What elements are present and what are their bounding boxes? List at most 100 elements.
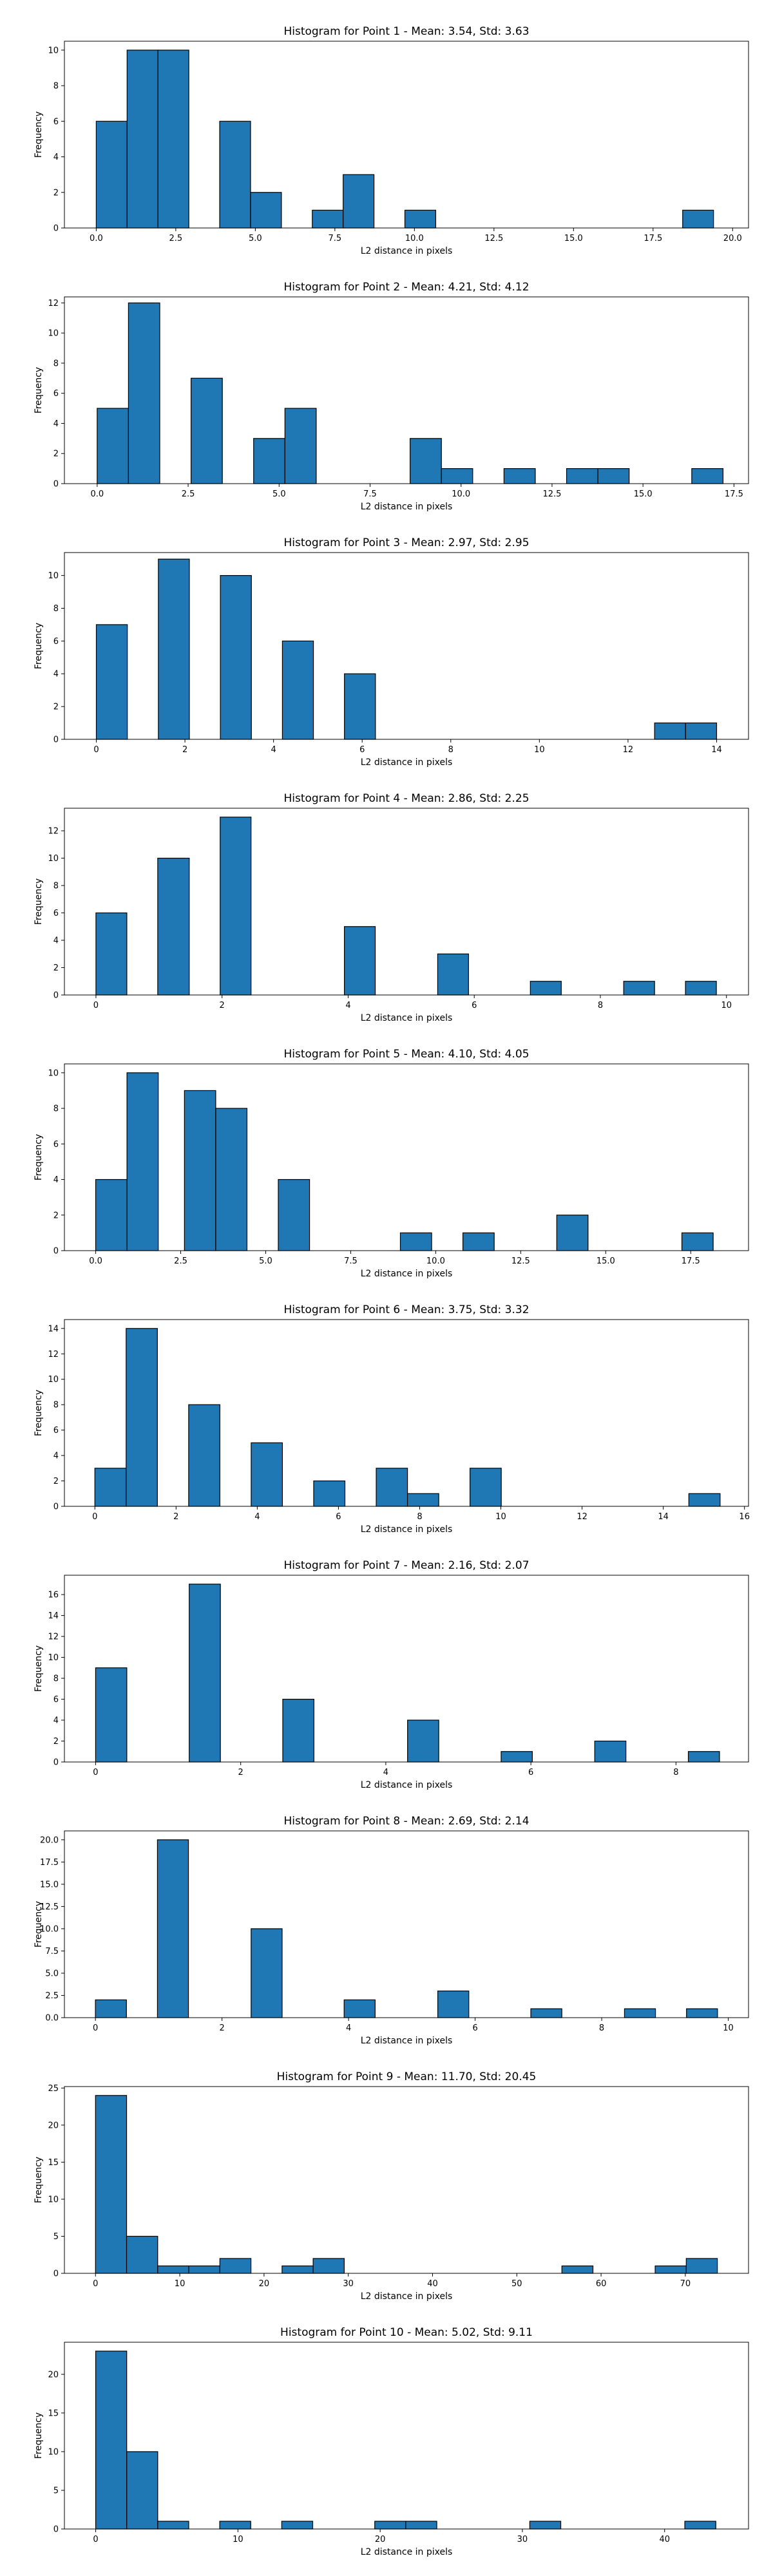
y-tick-label: 15.0 — [40, 1880, 59, 1889]
y-tick-label: 12 — [48, 1633, 59, 1642]
histogram-bar — [343, 926, 376, 996]
x-tick-label: 0 — [92, 1512, 97, 1522]
y-tick-label: 8 — [53, 82, 59, 91]
x-tick-label: 10 — [175, 2279, 186, 2289]
plot-frame — [64, 41, 749, 229]
x-tick-label: 10 — [534, 745, 545, 755]
chart-title: Histogram for Point 10 - Mean: 5.02, Std… — [280, 2326, 533, 2339]
plot-frame — [64, 2342, 749, 2530]
histogram-bar — [343, 1999, 376, 2018]
histogram-panel-9: Histogram for Point 9 - Mean: 11.70, Std… — [33, 2070, 749, 2302]
histogram-panel-1: Histogram for Point 1 - Mean: 3.54, Std:… — [33, 25, 749, 256]
y-tick-label: 14 — [48, 1611, 59, 1621]
x-axis-label: L2 distance in pixels — [361, 2291, 453, 2302]
x-tick-label: 6 — [359, 745, 365, 755]
x-tick-label: 0 — [93, 745, 99, 755]
x-tick-label: 8 — [599, 2023, 604, 2033]
x-tick-label: 10.0 — [452, 489, 470, 499]
y-axis-label: Frequency — [33, 111, 44, 158]
histogram-bar — [685, 722, 718, 740]
histogram-bar — [407, 1719, 439, 1763]
histogram-bar — [220, 817, 252, 996]
histogram-bar — [530, 981, 562, 996]
histogram-bar — [282, 2265, 314, 2274]
y-tick-label: 20.0 — [40, 1835, 59, 1845]
y-tick-label: 8 — [53, 1401, 59, 1410]
x-tick-label: 20 — [259, 2279, 270, 2289]
histogram-bar — [441, 468, 473, 484]
chart-title: Histogram for Point 4 - Mean: 2.86, Std:… — [283, 792, 529, 805]
histogram-bar — [594, 1740, 627, 1763]
y-tick-label: 8 — [53, 1674, 59, 1684]
histogram-bar — [410, 438, 442, 484]
chart-title: Histogram for Point 9 - Mean: 11.70, Std… — [277, 2070, 537, 2083]
histogram-bar — [126, 2451, 158, 2530]
x-tick-label: 40 — [659, 2535, 670, 2544]
histogram-bar — [501, 1751, 533, 1763]
y-tick-label: 2 — [53, 1477, 59, 1486]
histogram-bar — [95, 120, 128, 229]
y-tick-label: 15 — [48, 2158, 59, 2168]
x-tick-label: 0 — [93, 2535, 98, 2544]
histogram-bar — [284, 408, 317, 484]
x-axis-label: L2 distance in pixels — [361, 1780, 453, 1790]
x-tick-label: 6 — [336, 1512, 341, 1522]
y-tick-label: 6 — [53, 909, 59, 918]
histogram-bar — [95, 2351, 128, 2530]
x-tick-label: 70 — [680, 2279, 691, 2289]
x-tick-label: 5.0 — [272, 489, 286, 499]
y-tick-label: 0 — [53, 480, 59, 489]
y-tick-label: 10 — [48, 1375, 59, 1385]
x-tick-label: 6 — [472, 1001, 477, 1010]
x-axis-label: L2 distance in pixels — [361, 246, 453, 256]
x-tick-label: 5.0 — [259, 1256, 272, 1266]
histogram-bar — [470, 1468, 502, 1507]
y-axis-label: Frequency — [33, 2412, 44, 2459]
histogram-bar — [654, 722, 686, 740]
x-tick-label: 0 — [93, 1768, 98, 1777]
histogram-bar — [623, 981, 655, 996]
y-axis-label: Frequency — [33, 1901, 44, 1947]
x-tick-label: 12 — [623, 745, 634, 755]
x-tick-label: 7.5 — [363, 489, 377, 499]
x-tick-label: 50 — [511, 2279, 522, 2289]
y-tick-label: 10 — [48, 571, 59, 581]
y-axis-label: Frequency — [33, 1134, 44, 1180]
histogram-bar — [281, 2521, 314, 2530]
histogram-bar — [126, 1072, 159, 1251]
histogram-bar — [376, 1468, 408, 1507]
x-tick-label: 15.0 — [596, 1256, 615, 1266]
histogram-panel-10: Histogram for Point 10 - Mean: 5.02, Std… — [33, 2326, 749, 2557]
histogram-bar — [687, 1751, 720, 1763]
y-axis-label: Frequency — [33, 367, 44, 413]
histogram-bar — [685, 2258, 718, 2274]
histogram-bar — [219, 2258, 252, 2274]
y-tick-label: 16 — [48, 1591, 59, 1600]
y-tick-label: 7.5 — [45, 1947, 59, 1956]
histogram-bar — [253, 438, 285, 484]
y-tick-label: 10 — [48, 2447, 59, 2457]
x-tick-label: 4 — [254, 1512, 260, 1522]
x-tick-label: 0.0 — [90, 234, 103, 243]
x-axis-label: L2 distance in pixels — [361, 757, 453, 768]
histogram-bar — [437, 1990, 470, 2018]
histogram-bar — [278, 1179, 310, 1251]
x-tick-label: 8 — [448, 745, 453, 755]
y-tick-label: 8 — [53, 604, 59, 614]
y-tick-label: 0 — [53, 1502, 59, 1512]
histogram-bar — [530, 2008, 562, 2018]
x-tick-label: 8 — [598, 1001, 603, 1010]
x-tick-label: 30 — [343, 2279, 354, 2289]
y-tick-label: 10 — [48, 1068, 59, 1078]
x-tick-label: 4 — [383, 1768, 388, 1777]
y-tick-label: 4 — [53, 1452, 59, 1461]
x-tick-label: 7.5 — [329, 234, 342, 243]
plot-frame — [64, 296, 749, 484]
histogram-bar — [681, 1232, 714, 1251]
plot-frame — [64, 1063, 749, 1251]
chart-title: Histogram for Point 8 - Mean: 2.69, Std:… — [283, 1815, 529, 1828]
histogram-bar — [682, 209, 714, 229]
y-tick-label: 2 — [53, 1211, 59, 1220]
histogram-bar — [406, 1493, 439, 1507]
